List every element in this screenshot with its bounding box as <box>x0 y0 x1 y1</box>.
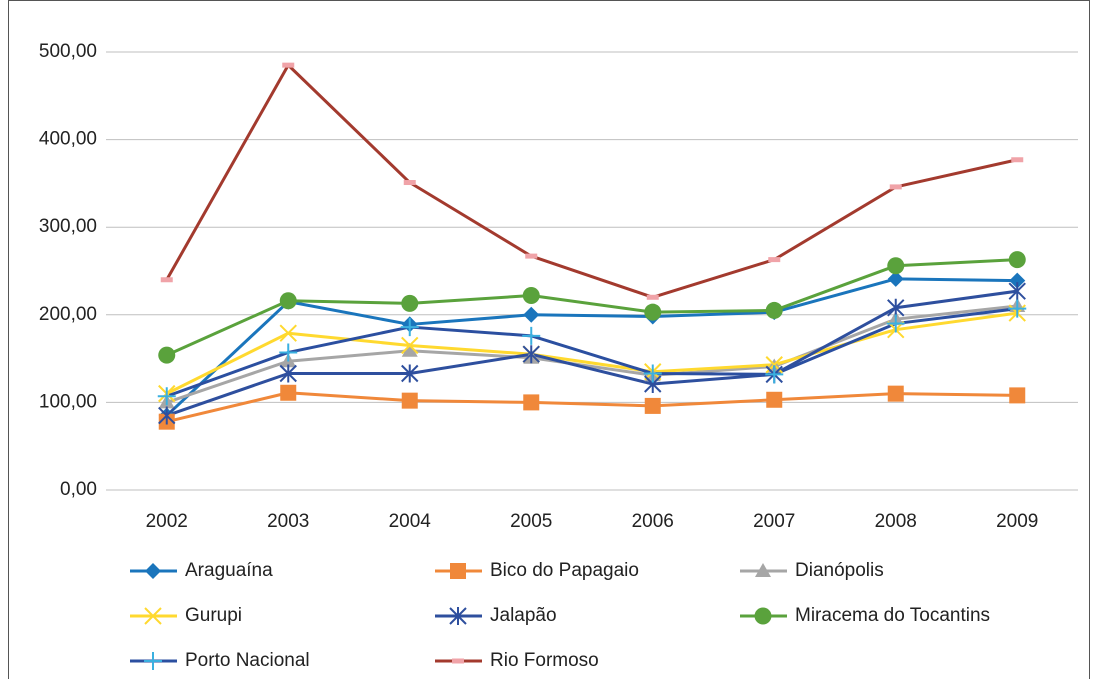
data-point <box>646 294 659 300</box>
legend-marker <box>144 607 162 625</box>
data-point <box>523 306 540 323</box>
data-point <box>158 346 176 364</box>
series-line <box>165 277 1018 417</box>
data-point <box>886 314 905 333</box>
data-point <box>1009 387 1026 404</box>
y-tick-label: 200,00 <box>39 304 97 325</box>
data-point <box>157 387 176 406</box>
data-point <box>522 287 540 305</box>
x-tick-label: 2006 <box>632 511 674 532</box>
data-point <box>889 184 902 190</box>
data-point <box>279 324 297 342</box>
y-tick-label: 400,00 <box>39 129 97 150</box>
data-point <box>887 257 905 275</box>
y-tick-label: 300,00 <box>39 216 97 237</box>
data-point <box>765 301 783 319</box>
data-point <box>282 62 295 68</box>
legend-marker <box>755 563 771 577</box>
x-tick-label: 2003 <box>267 511 309 532</box>
legend-label: Bico do Papagaio <box>490 560 639 581</box>
series-line <box>166 289 1018 417</box>
data-point <box>403 180 416 186</box>
data-point <box>1008 251 1026 269</box>
data-point <box>887 385 904 402</box>
data-point <box>401 336 419 355</box>
legend-marker <box>450 563 466 579</box>
data-point <box>400 318 419 337</box>
y-tick-label: 0,00 <box>60 479 97 500</box>
legend-label: Gurupi <box>185 605 242 626</box>
x-tick-label: 2005 <box>510 511 552 532</box>
data-point <box>522 326 541 345</box>
data-point <box>522 345 540 364</box>
series-line <box>166 311 1018 395</box>
data-point <box>279 364 297 383</box>
legend-label: Miracema do Tocantins <box>795 605 990 626</box>
data-point <box>401 294 419 312</box>
series-line <box>166 304 1018 404</box>
series-line <box>166 391 1018 424</box>
data-point <box>279 292 297 310</box>
data-point <box>765 365 784 384</box>
data-point <box>768 257 781 263</box>
data-point <box>525 253 538 259</box>
y-tick-label: 500,00 <box>39 41 97 62</box>
data-point <box>280 384 297 401</box>
data-point <box>523 394 540 411</box>
legend-label: Dianópolis <box>795 560 884 581</box>
legend-label: Jalapão <box>490 605 557 626</box>
series-line <box>166 307 1018 398</box>
chart-frame <box>8 0 1090 679</box>
legend-label: Araguaína <box>185 560 273 581</box>
x-tick-label: 2004 <box>389 511 432 532</box>
x-tick-label: 2002 <box>146 511 188 532</box>
x-tick-label: 2009 <box>996 511 1038 532</box>
legend-label: Porto Nacional <box>185 650 310 671</box>
legend-label: Rio Formoso <box>490 650 599 671</box>
data-point <box>1008 282 1026 301</box>
x-tick-label: 2007 <box>753 511 795 532</box>
data-point <box>1009 272 1026 289</box>
legend-marker <box>754 607 772 625</box>
legend-marker <box>449 607 467 625</box>
data-point <box>1011 157 1024 163</box>
data-point <box>1008 299 1027 318</box>
series-line <box>165 63 1018 299</box>
series-line <box>166 258 1018 357</box>
data-point <box>644 303 662 321</box>
legend-marker <box>145 563 161 579</box>
data-point <box>401 342 418 357</box>
data-point <box>887 298 905 317</box>
data-point <box>279 343 298 362</box>
data-point <box>766 391 783 408</box>
data-point <box>887 270 904 287</box>
legend-marker <box>144 652 162 670</box>
data-point <box>160 277 173 283</box>
data-point <box>401 392 418 409</box>
legend-marker <box>452 658 464 664</box>
data-point <box>401 364 419 383</box>
data-point <box>644 397 661 414</box>
data-point <box>158 406 176 425</box>
data-point <box>643 364 662 383</box>
y-tick-label: 100,00 <box>39 391 97 412</box>
x-tick-label: 2008 <box>875 511 917 532</box>
